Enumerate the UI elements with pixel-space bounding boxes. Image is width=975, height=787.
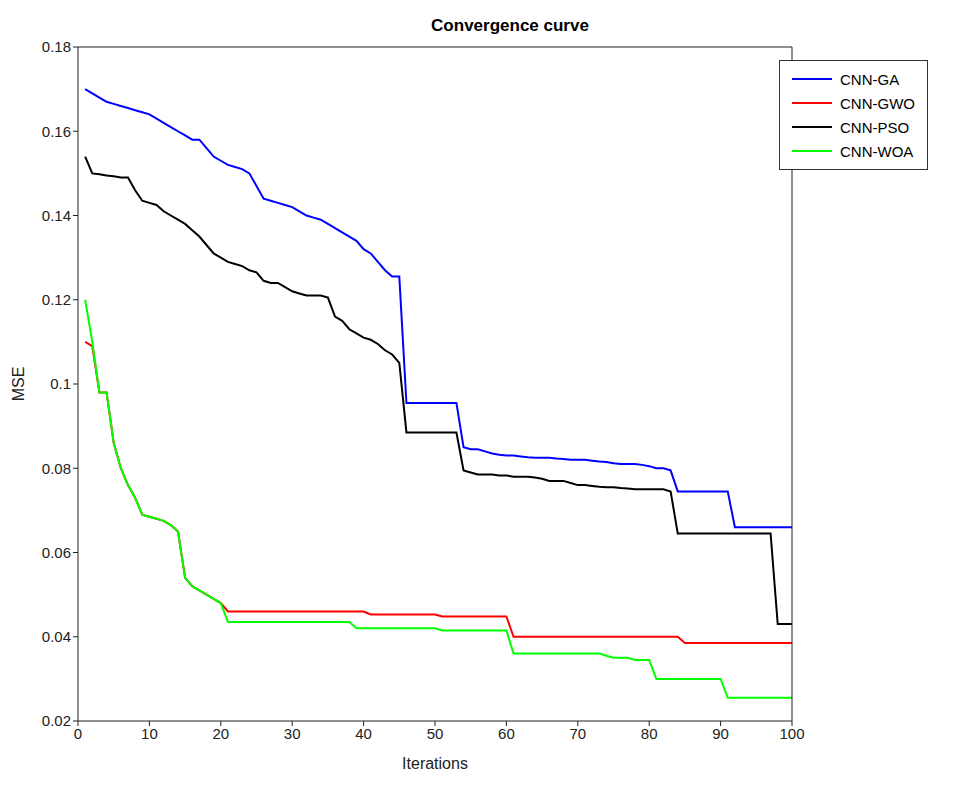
svg-text:0.02: 0.02	[42, 712, 71, 729]
svg-text:10: 10	[141, 725, 158, 742]
svg-text:0.04: 0.04	[42, 628, 71, 645]
svg-text:0.12: 0.12	[42, 291, 71, 308]
html-text:CNN-GWO: CNN-GWO	[840, 94, 915, 112]
svg-text:50: 50	[427, 725, 444, 742]
svg-text:60: 60	[498, 725, 515, 742]
svg-text:0.06: 0.06	[42, 544, 71, 561]
svg-text:MSE: MSE	[10, 367, 27, 402]
svg-text:70: 70	[569, 725, 586, 742]
svg-text:90: 90	[712, 725, 729, 742]
svg-text:80: 80	[641, 725, 658, 742]
html-text:CNN-WOA: CNN-WOA	[840, 142, 914, 160]
svg-text:0: 0	[74, 725, 82, 742]
svg-text:0.14: 0.14	[42, 207, 71, 224]
html-text:CNN-GA: CNN-GA	[840, 70, 900, 88]
svg-text:0.08: 0.08	[42, 460, 71, 477]
svg-text:0.16: 0.16	[42, 123, 71, 140]
svg-text:40: 40	[355, 725, 372, 742]
html-text:Convergence curve: Convergence curve	[431, 16, 589, 35]
svg-text:0.18: 0.18	[42, 38, 71, 55]
svg-text:20: 20	[212, 725, 229, 742]
svg-text:Iterations: Iterations	[402, 755, 468, 772]
svg-text:100: 100	[779, 725, 804, 742]
svg-text:30: 30	[284, 725, 301, 742]
svg-text:0.1: 0.1	[50, 375, 71, 392]
html-text:CNN-PSO: CNN-PSO	[840, 118, 910, 136]
